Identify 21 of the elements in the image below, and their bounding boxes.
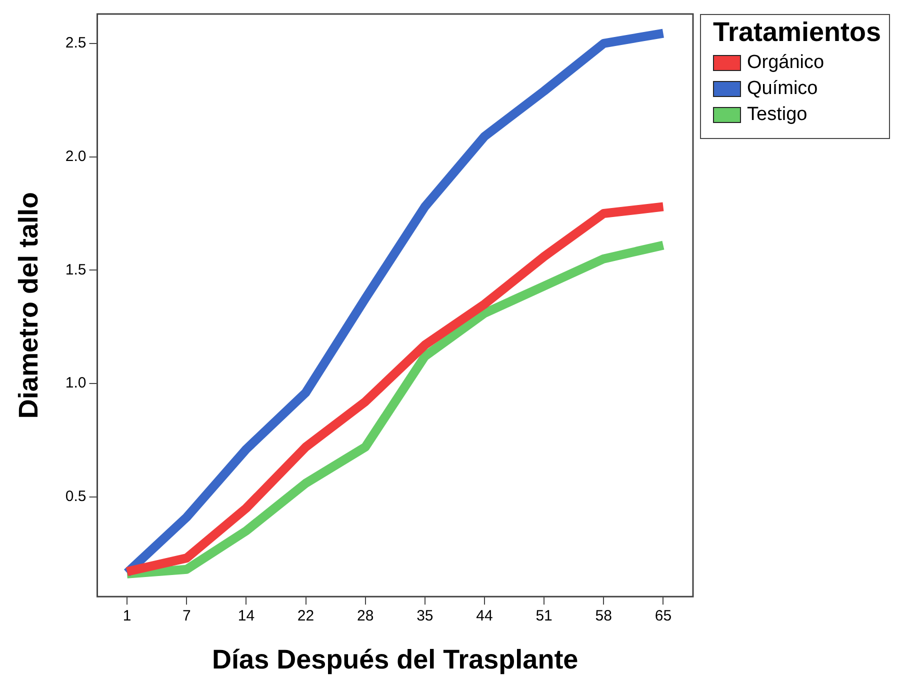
x-tick-label: 58 [595, 608, 612, 625]
x-tick-label: 28 [356, 608, 374, 625]
x-tick-label: 35 [416, 608, 434, 625]
x-tick-label: 1 [122, 608, 132, 625]
y-tick-label: 1.0 [65, 374, 86, 392]
y-tick-label: 0.5 [65, 488, 86, 505]
x-tick-label: 7 [182, 608, 191, 625]
x-tick-label: 65 [654, 608, 672, 625]
x-axis-title: Días Después del Trasplante [212, 644, 578, 674]
x-tick-label: 44 [476, 608, 493, 625]
legend-title: Tratamientos [713, 17, 882, 48]
y-tick-label: 1.5 [65, 261, 86, 278]
y-tick-label: 2.5 [65, 34, 86, 52]
legend-label: Testigo [747, 104, 808, 126]
x-tick-label: 14 [238, 608, 255, 625]
legend-label: Orgánico [747, 52, 824, 74]
x-tick-label: 51 [536, 608, 552, 625]
y-tick-label: 2.0 [65, 148, 86, 165]
y-axis-title: Diametro del tallo [14, 192, 44, 419]
legend-label: Químico [747, 78, 818, 100]
x-tick-label: 22 [297, 608, 314, 625]
